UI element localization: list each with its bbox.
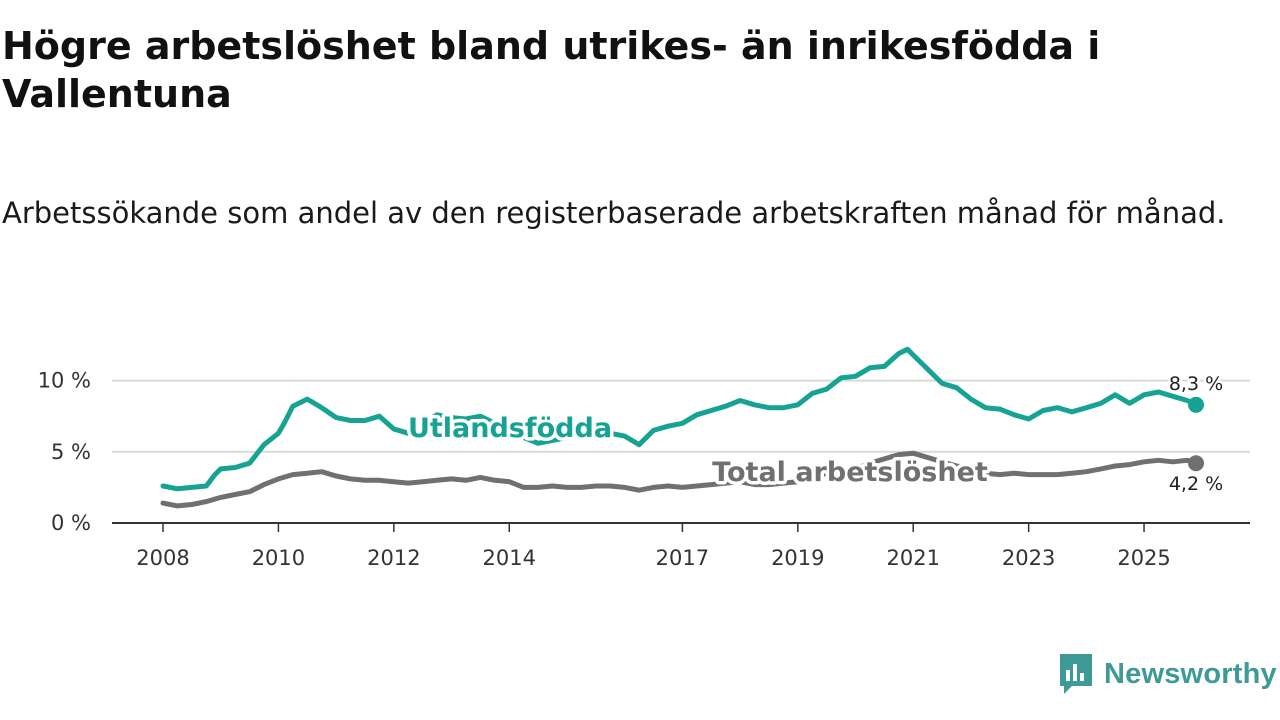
x-tick-label: 2025 xyxy=(1117,546,1170,570)
x-tick-label: 2017 xyxy=(656,546,709,570)
series xyxy=(160,346,1204,509)
end-value-label-halo: 8,3 % xyxy=(1169,373,1223,395)
chart-title: Högre arbetslöshet bland utrikes- än inr… xyxy=(2,24,1101,116)
series-end-dot xyxy=(1188,455,1204,472)
end-value-label: 8,3 % xyxy=(1169,373,1223,395)
series-name-label-halo: Utlandsfödda xyxy=(408,413,612,444)
series-name-label: Utlandsfödda xyxy=(408,413,612,444)
x-tick-label: 2014 xyxy=(483,546,536,570)
x-tick-label: 2008 xyxy=(136,546,189,570)
chart-subtitle: Arbetssökande som andel av den registerb… xyxy=(2,196,1226,230)
grid-lines xyxy=(112,379,1250,453)
x-tick-label: 2023 xyxy=(1002,546,1055,570)
y-tick-label: 10 % xyxy=(38,369,91,393)
axes: 0 % 5 % 10 % 2008 2010 2012 2014 2017 2019 2021 20… xyxy=(38,369,1250,570)
x-tick-label: 2019 xyxy=(771,546,824,570)
end-value-label-halo: 4,2 % xyxy=(1169,473,1223,495)
brand-name: Newsworthy xyxy=(1104,657,1277,690)
series-name-label-halo: Total arbetslöshet xyxy=(712,457,988,488)
y-tick-label: 0 % xyxy=(51,511,91,535)
end-value-label: 4,2 % xyxy=(1169,473,1223,495)
x-tick-label: 2021 xyxy=(886,546,939,570)
series-name-label: Total arbetslöshet xyxy=(712,457,988,488)
series-line-total xyxy=(160,450,1199,509)
newsworthy-logo-icon xyxy=(1060,654,1092,694)
y-tick-label: 5 % xyxy=(51,440,91,464)
newsworthy-brand: Newsworthy xyxy=(1058,652,1277,696)
x-tick-label: 2012 xyxy=(367,546,420,570)
x-tick-label: 2010 xyxy=(252,546,305,570)
series-end-dot xyxy=(1188,396,1204,413)
series-line-utlandsfodda xyxy=(160,346,1199,492)
